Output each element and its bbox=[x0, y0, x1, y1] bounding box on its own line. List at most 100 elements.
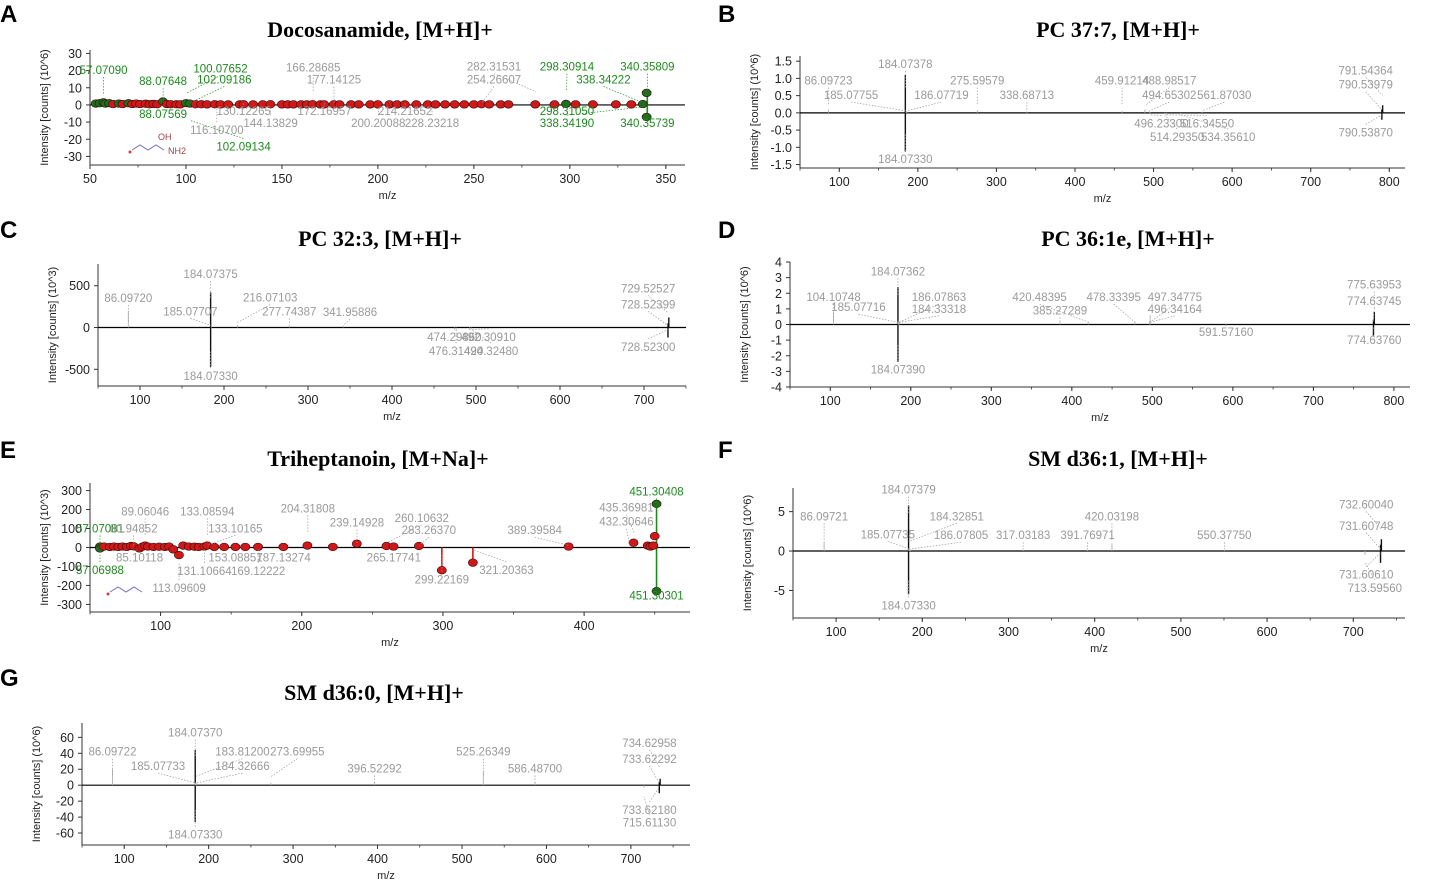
peak-label: 88.07648 bbox=[139, 76, 187, 88]
peak-label: 184.07375 bbox=[183, 269, 237, 281]
peak-label: 731.60748 bbox=[1339, 521, 1393, 533]
label-leader-line bbox=[1149, 101, 1170, 112]
label-leader-line bbox=[648, 329, 669, 340]
annotated-peak-marker bbox=[351, 539, 362, 548]
label-leader-line bbox=[189, 120, 244, 139]
y-tick-label: 4 bbox=[775, 256, 782, 270]
label-leader-line bbox=[906, 101, 942, 112]
y-tick-label: -1.0 bbox=[770, 141, 792, 155]
molecule-atom bbox=[106, 592, 110, 596]
x-tick-label: 600 bbox=[1222, 175, 1243, 189]
x-tick-label: 300 bbox=[986, 175, 1007, 189]
y-tick-label: 40 bbox=[60, 747, 74, 761]
y-axis-label: Intensity [counts] (10^6) bbox=[749, 54, 761, 170]
x-tick-label: 200 bbox=[907, 175, 928, 189]
peak-label: 184.07390 bbox=[871, 365, 925, 377]
y-tick-label: 300 bbox=[61, 484, 82, 498]
peak-label: 496.34164 bbox=[1148, 304, 1203, 316]
x-tick-label: 600 bbox=[550, 393, 571, 407]
x-tick-label: 200 bbox=[198, 852, 219, 866]
y-tick-label: 0 bbox=[67, 779, 74, 793]
y-tick-label: 3 bbox=[775, 271, 782, 285]
x-tick-label: 700 bbox=[620, 852, 641, 866]
x-tick-label: 400 bbox=[367, 852, 388, 866]
peak-label: 341.95886 bbox=[323, 307, 377, 319]
label-leader-line bbox=[237, 304, 271, 323]
peak-label: 561.87030 bbox=[1197, 90, 1251, 102]
molecule-atom bbox=[128, 150, 132, 154]
annotated-peak-marker bbox=[319, 100, 330, 109]
x-tick-label: 100 bbox=[176, 172, 197, 186]
label-leader-line bbox=[534, 536, 570, 546]
peak-label: 591.57160 bbox=[1199, 327, 1253, 339]
x-axis-label: m/z bbox=[1091, 412, 1109, 424]
annotated-peak-marker bbox=[484, 100, 495, 109]
peak-label: 102.09134 bbox=[216, 141, 271, 153]
annotated-peak-marker bbox=[399, 100, 410, 109]
label-leader-line bbox=[194, 758, 243, 778]
label-leader-line bbox=[1180, 114, 1229, 130]
y-tick-label: 20 bbox=[60, 763, 74, 777]
label-leader-line bbox=[566, 106, 644, 116]
y-axis-label: Intensity [counts] (10^6) bbox=[39, 49, 51, 165]
peak-label: 184.07330 bbox=[881, 600, 935, 612]
y-tick-label: 2 bbox=[775, 287, 782, 301]
peak-label: 420.03198 bbox=[1085, 511, 1139, 523]
peak-label: 732.60040 bbox=[1339, 499, 1393, 511]
peak-label: 277.74387 bbox=[262, 306, 316, 318]
y-axis-label: Intensity [counts] (10^6) bbox=[739, 266, 751, 382]
peak-label: 200.20088 bbox=[351, 118, 405, 130]
annotated-peak-marker bbox=[570, 100, 581, 109]
peak-label: 169.12222 bbox=[231, 566, 285, 578]
peak-label: 275.59579 bbox=[950, 76, 1004, 88]
y-tick-label: 5 bbox=[778, 505, 785, 519]
x-tick-label: 200 bbox=[214, 393, 235, 407]
peak-label: 85.10118 bbox=[116, 553, 163, 565]
peak-label: 184.32666 bbox=[215, 761, 269, 773]
molecule-bonds bbox=[109, 586, 143, 593]
panel-letter: B bbox=[718, 1, 735, 28]
x-tick-label: 800 bbox=[1379, 175, 1400, 189]
y-tick-label: 60 bbox=[60, 731, 74, 745]
y-tick-label: 30 bbox=[68, 47, 82, 61]
peak-label: 496.23300 bbox=[1134, 118, 1188, 130]
peak-label: 133.08594 bbox=[180, 506, 235, 518]
annotated-peak-marker bbox=[209, 542, 220, 552]
label-leader-line bbox=[270, 758, 298, 777]
x-tick-label: 200 bbox=[912, 625, 933, 639]
peak-label: 790.53979 bbox=[1339, 80, 1393, 92]
peak-label: 299.22169 bbox=[415, 575, 469, 587]
peak-label: 492.30910 bbox=[461, 332, 515, 344]
peak-label: 731.60610 bbox=[1339, 570, 1393, 582]
panel-title: SM d36:1, [M+H]+ bbox=[1028, 446, 1208, 471]
annotated-peak-marker bbox=[230, 542, 241, 552]
peak-label: 185.07735 bbox=[861, 529, 915, 541]
peak-label: 184.07330 bbox=[878, 154, 932, 166]
annotated-peak-marker bbox=[430, 100, 441, 109]
panel-title: PC 37:7, [M+H]+ bbox=[1036, 17, 1200, 42]
annotated-peak-marker bbox=[637, 99, 648, 109]
peak-label: 459.91214 bbox=[1095, 76, 1150, 88]
peak-label: 216.07103 bbox=[243, 293, 297, 305]
x-tick-label: 700 bbox=[1343, 625, 1364, 639]
label-leader-line bbox=[1364, 561, 1376, 581]
peak-label: 57.07090 bbox=[80, 65, 128, 77]
peak-label: 86.09723 bbox=[804, 76, 852, 88]
peak-label: 385.27289 bbox=[1033, 305, 1087, 317]
y-tick-label: -300 bbox=[57, 598, 82, 612]
panel-title: PC 36:1e, [M+H]+ bbox=[1041, 226, 1215, 251]
label-leader-line bbox=[649, 787, 660, 803]
peak-label: 184.07370 bbox=[168, 728, 222, 740]
peak-label: 340.35809 bbox=[620, 62, 674, 74]
label-leader-line bbox=[649, 749, 661, 769]
label-leader-line bbox=[472, 549, 507, 563]
panel-d: D PC 36:1e, [M+H]+ 100 200 300 400 500 600 700 80… bbox=[718, 217, 1410, 424]
peak-label: 204.31808 bbox=[281, 503, 335, 515]
y-tick-label: 0.0 bbox=[775, 106, 792, 120]
x-tick-label: 500 bbox=[466, 393, 487, 407]
annotated-peak-marker bbox=[174, 550, 184, 560]
peak-label: 57.07081 bbox=[76, 523, 124, 535]
peak-label: 488.98517 bbox=[1142, 76, 1196, 88]
peak-label: 298.30914 bbox=[540, 62, 595, 74]
